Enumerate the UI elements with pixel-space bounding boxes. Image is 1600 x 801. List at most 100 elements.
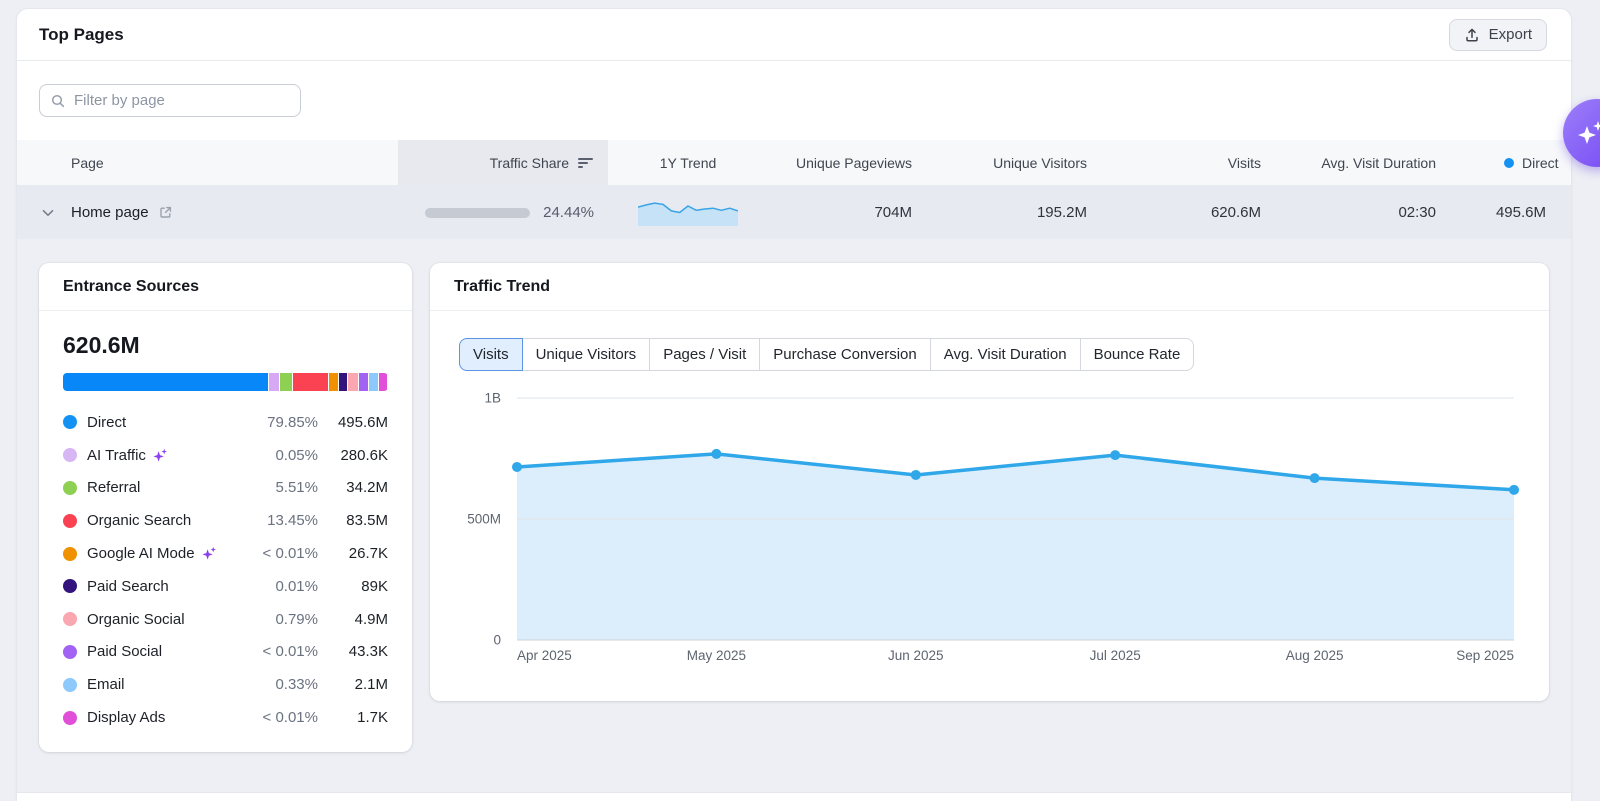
column-header-direct[interactable]: Direct	[1472, 140, 1571, 185]
legend-value: 43.3K	[348, 643, 388, 661]
stacked-bar-segment-referral	[279, 373, 292, 391]
external-link-icon[interactable]	[158, 205, 173, 220]
legend-label: Paid Search	[87, 577, 169, 595]
legend-value: 89K	[361, 577, 388, 595]
legend-label: Email	[87, 676, 125, 694]
legend-percent: < 0.01%	[262, 545, 318, 563]
traffic-share-header-label: Traffic Share	[489, 154, 569, 171]
legend-row-organic-search[interactable]: Organic Search 13.45% 83.5M	[63, 504, 388, 537]
column-header-unique-pageviews[interactable]: Unique Pageviews	[796, 154, 912, 171]
legend-dot	[63, 579, 77, 594]
legend-row-paid-search[interactable]: Paid Search 0.01% 89K	[63, 570, 388, 603]
entrance-total: 620.6M	[63, 332, 140, 358]
tab-visits[interactable]: Visits	[459, 338, 523, 371]
expanded-row-details: Entrance Sources 620.6M Direct 79.85% 495.…	[17, 239, 1571, 792]
export-button[interactable]: Export	[1448, 18, 1547, 51]
legend-value: 495.6M	[337, 413, 388, 431]
direct-cell: 495.6M	[1495, 204, 1546, 221]
trend-chart	[512, 397, 1519, 641]
trend-metric-tabs: Visits Unique Visitors Pages / Visit Purcha…	[459, 338, 1195, 371]
entrance-sources-panel: Entrance Sources 620.6M Direct 79.85% 495.…	[39, 263, 412, 752]
legend-value: 4.9M	[354, 610, 388, 628]
entrance-legend: Direct 79.85% 495.6M AI Traffic 0.05% 280.6K…	[63, 406, 388, 734]
legend-row-paid-social[interactable]: Paid Social < 0.01% 43.3K	[63, 636, 388, 669]
filter-search-box[interactable]	[39, 84, 301, 117]
stacked-bar-segment-ai-traffic	[268, 373, 279, 391]
y-axis-label: 0	[493, 632, 501, 648]
tab-avg-visit-duration[interactable]: Avg. Visit Duration	[929, 338, 1081, 371]
tab-purchase-conversion[interactable]: Purchase Conversion	[759, 338, 931, 371]
sparkline-chart	[638, 202, 738, 226]
tab-bounce-rate[interactable]: Bounce Rate	[1079, 338, 1195, 371]
sort-icon	[578, 157, 594, 168]
legend-row-referral[interactable]: Referral 5.51% 34.2M	[63, 472, 388, 505]
chevron-down-icon[interactable]	[39, 204, 57, 222]
legend-row-google-ai-mode[interactable]: Google AI Mode < 0.01% 26.7K	[63, 537, 388, 570]
legend-percent: 5.51%	[275, 479, 318, 497]
x-axis-label: Jun 2025	[888, 648, 944, 663]
legend-dot	[63, 546, 77, 561]
legend-row-ai-traffic[interactable]: AI Traffic 0.05% 280.6K	[63, 439, 388, 472]
page-link[interactable]: Home page	[71, 204, 173, 221]
x-axis-label: May 2025	[686, 648, 747, 663]
column-header-page[interactable]: Page	[71, 154, 104, 171]
traffic-trend-title: Traffic Trend	[430, 263, 1549, 311]
x-axis-label: Jul 2025	[1089, 648, 1141, 663]
legend-value: 2.1M	[354, 676, 388, 694]
legend-value: 280.6K	[340, 446, 388, 464]
unique-visitors-cell: 195.2M	[1036, 204, 1087, 221]
legend-label: Direct	[87, 413, 127, 431]
y-axis-label: 500M	[467, 511, 501, 527]
legend-dot	[63, 644, 77, 659]
stacked-bar-segment-paid-social	[358, 373, 368, 391]
stacked-bar-segment-organic-search	[292, 373, 328, 391]
legend-label: Google AI Mode	[87, 545, 242, 562]
column-header-traffic-share[interactable]: Traffic Share	[398, 140, 608, 185]
legend-row-display-ads[interactable]: Display Ads < 0.01% 1.7K	[63, 701, 388, 734]
ai-sparkle-icon	[201, 546, 216, 560]
direct-series-dot	[1504, 157, 1514, 168]
unique-pageviews-cell: 704M	[874, 204, 912, 221]
export-upload-icon	[1465, 28, 1478, 41]
legend-row-email[interactable]: Email 0.33% 2.1M	[63, 668, 388, 701]
card-header: Top Pages Export	[17, 9, 1571, 61]
table-row[interactable]: Home page 24.44% 704M 195.2M 620.6M 02:3…	[17, 186, 1571, 239]
traffic-trend-panel: Traffic Trend Visits Unique Visitors Pages…	[430, 263, 1549, 701]
legend-dot	[63, 448, 77, 463]
legend-dot	[63, 612, 77, 627]
ai-sparkles-icon	[1578, 121, 1600, 144]
x-axis-label: Apr 2025	[517, 648, 572, 663]
column-header-1y-trend[interactable]: 1Y Trend	[659, 154, 717, 171]
page-cell: Home page	[17, 204, 398, 222]
column-header-avg-visit-duration[interactable]: Avg. Visit Duration	[1321, 154, 1436, 171]
legend-percent: 0.79%	[275, 610, 318, 628]
top-pages-card: Top Pages Export Page Traffic Share 1Y T…	[16, 8, 1572, 801]
stacked-bar-segment-organic-social	[348, 373, 358, 391]
legend-row-direct[interactable]: Direct 79.85% 495.6M	[63, 406, 388, 439]
legend-row-organic-social[interactable]: Organic Social 0.79% 4.9M	[63, 603, 388, 636]
entrance-stacked-bar	[63, 373, 388, 391]
legend-label: Referral	[87, 479, 141, 497]
filter-row	[17, 61, 1571, 117]
entrance-sources-title: Entrance Sources	[39, 263, 412, 311]
filter-input[interactable]	[74, 92, 290, 109]
legend-percent: 0.05%	[275, 446, 318, 464]
legend-label: AI Traffic	[87, 447, 242, 464]
legend-value: 26.7K	[348, 545, 388, 563]
column-header-unique-visitors[interactable]: Unique Visitors	[993, 154, 1087, 171]
search-icon	[51, 94, 65, 107]
table-header: Page Traffic Share 1Y Trend Unique Pagev…	[17, 140, 1571, 186]
legend-dot	[63, 710, 77, 725]
legend-value: 1.7K	[357, 709, 388, 727]
tab-pages-visit[interactable]: Pages / Visit	[649, 338, 761, 371]
tab-unique-visitors[interactable]: Unique Visitors	[521, 338, 651, 371]
trend-sparkline-cell	[608, 199, 768, 226]
legend-label: Organic Social	[87, 610, 185, 628]
stacked-bar-segment-display-ads	[379, 373, 388, 391]
traffic-share-bar	[425, 207, 531, 218]
page-title: Top Pages	[39, 24, 124, 44]
column-header-visits[interactable]: Visits	[1227, 154, 1261, 171]
avg-visit-duration-cell: 02:30	[1398, 204, 1436, 221]
legend-value: 34.2M	[346, 479, 388, 497]
legend-percent: 0.01%	[275, 577, 318, 595]
